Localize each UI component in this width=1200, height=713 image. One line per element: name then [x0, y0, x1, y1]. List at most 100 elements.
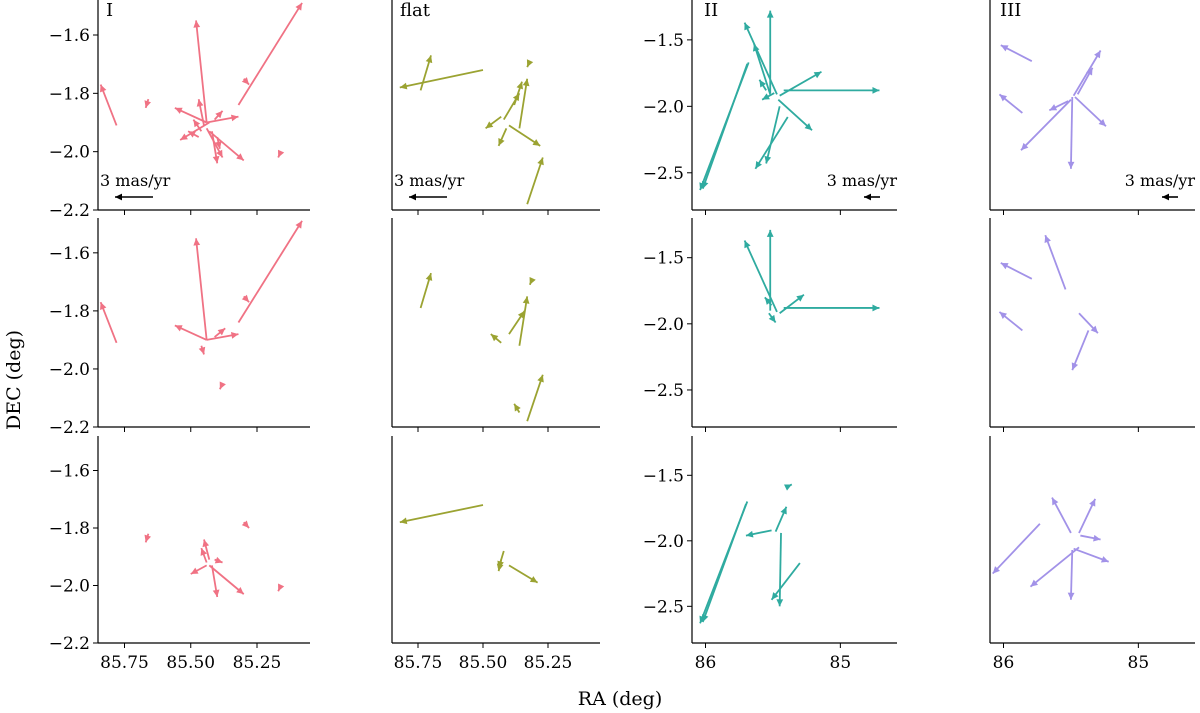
panel-1-2-vector-5: [206, 332, 239, 341]
panel-2-1-vector-2: [419, 55, 433, 91]
panel-1-2-y-tick-label: −2.0: [49, 360, 90, 380]
panel-1-1-y-tick-label: −2.2: [49, 201, 90, 221]
reference-arrow-label-2: 3 mas/yr: [394, 171, 465, 190]
panel-3-3-vector-6: [745, 529, 772, 538]
panel-3-3-y-tick-label: −1.5: [643, 466, 684, 486]
panel-4-3-vector-5: [1029, 546, 1080, 588]
panel-1-2-vector-9: [198, 345, 206, 355]
y-axis-label: DEC (deg): [3, 330, 25, 430]
panel-1-3-vector-2: [208, 564, 245, 595]
panel-4-2-vector-4: [1071, 330, 1090, 371]
panel-3-1-vector-2: [701, 63, 749, 190]
panel-1-1-vector-14: [241, 77, 250, 86]
panel-1-1-vector-17: [215, 136, 222, 149]
panel-4-1-vector-2: [998, 93, 1023, 114]
panel-1-3-vector-5: [214, 556, 223, 564]
panel-3-2-vector-5: [768, 312, 777, 324]
panel-4-2-vector-2: [998, 311, 1023, 332]
panel-1-3-vector-1: [190, 564, 208, 575]
panel-1-1-vector-11: [192, 119, 203, 132]
panel-2-3-vector-4: [496, 559, 504, 572]
panel-4-3-vector-2: [1067, 549, 1075, 600]
panel-3-1-vector-11: [761, 92, 775, 101]
panel-1-2-y-tick-label: −1.6: [49, 244, 90, 264]
column-label-3: II: [704, 0, 718, 21]
panel-4-1-vector-8: [1076, 67, 1094, 95]
panel-1-3-y-tick-label: −2.0: [49, 577, 90, 597]
panel-2-3-vector-1: [399, 504, 484, 525]
panel-4-3-x-tick-label: 85: [1128, 653, 1150, 673]
panel-3-1-y-tick-label: −2.5: [643, 164, 684, 184]
panel-1-1-vector-1: [99, 84, 118, 126]
panel-3-3-y-tick-label: −2.0: [643, 532, 684, 552]
panel-2-2-vector-6: [528, 276, 536, 286]
panel-1-1-vector-3: [193, 20, 208, 123]
panel-2-1-vector-3: [526, 157, 544, 205]
panel-3-3-vector-2: [701, 503, 747, 623]
panel-1-3-vector-3: [211, 565, 220, 598]
panel-4-2-vector-1: [1000, 262, 1033, 280]
panel-2-1-vector-1: [399, 69, 484, 90]
panel-1-1-vector-15: [277, 149, 285, 158]
panel-3-2-vector-4: [779, 294, 805, 314]
panel-1-1-vector-16: [187, 130, 200, 138]
panel-3-1-y-tick-label: −2.0: [643, 97, 684, 117]
panel-3-1-vector-7: [779, 70, 822, 97]
panel-1-2-vector-3: [193, 238, 208, 341]
reference-arrow-3: [864, 193, 880, 201]
panel-1-1-vector-4: [174, 107, 208, 124]
panel-3-3-vector-3: [770, 562, 801, 601]
panel-4-3-vector-6: [1073, 547, 1109, 563]
panel-1-2-vector-6: [241, 294, 250, 303]
panel-1-3-y-tick-label: −1.8: [49, 519, 90, 539]
panel-1-3-vector-8: [277, 583, 285, 592]
panel-4-3-vector-3: [1051, 497, 1072, 534]
panel-2-3-x-tick-label: 85.25: [524, 653, 573, 673]
panel-4-3-vector-7: [1080, 534, 1101, 542]
panel-3-3-x-tick-label: 86: [695, 653, 717, 673]
panel-3-3-vector-5: [774, 506, 788, 532]
panel-2-1-vector-9: [513, 81, 524, 106]
panel-2-3-x-tick-label: 85.75: [394, 653, 443, 673]
panel-4-1-vector-3: [1067, 97, 1075, 169]
reference-arrow-2: [409, 193, 447, 201]
panel-1-1-vector-7: [208, 130, 245, 162]
panel-1-1-vector-9: [179, 121, 210, 141]
panel-2-2-vector-3: [518, 296, 530, 346]
panel-1-2-vector-7: [219, 381, 226, 390]
panel-4-3-vector-1: [992, 523, 1041, 575]
panel-4-1-vector-6: [1074, 96, 1107, 127]
panel-3-2-vector-6: [764, 296, 773, 306]
panel-3-1-vector-5: [752, 43, 772, 95]
panel-1-3-vector-9: [202, 539, 211, 560]
panel-3-3-vector-7: [784, 483, 793, 491]
panel-4-3-vector-4: [1078, 498, 1097, 534]
panel-1-1-y-tick-label: −1.6: [49, 26, 90, 46]
panel-1-1-vector-10: [211, 131, 220, 164]
panel-2-2-vector-2: [526, 374, 544, 422]
panel-4-1-vector-4: [1020, 99, 1072, 151]
panel-1-1-vector-12: [213, 110, 224, 121]
column-label-2: flat: [400, 0, 431, 21]
panel-1-1-vector-5: [206, 114, 239, 124]
panel-3-1-vector-3: [783, 86, 880, 94]
reference-arrow-label-1: 3 mas/yr: [100, 171, 171, 190]
panel-1-3-y-tick-label: −2.2: [49, 634, 90, 654]
panel-4-1-vector-1: [1000, 44, 1033, 62]
panel-1-1-vector-13: [144, 98, 151, 109]
panel-1-2-vector-4: [174, 324, 208, 341]
panel-1-2-vector-8: [214, 327, 226, 338]
panel-2-2-vector-4: [508, 310, 526, 335]
panel-3-2-y-tick-label: −1.5: [643, 249, 684, 269]
column-label-4: III: [1000, 0, 1021, 21]
panel-4-2-vector-5: [1078, 312, 1099, 334]
panel-4-2-vector-3: [1044, 234, 1067, 290]
panel-1-2-vector-2: [237, 220, 303, 323]
panel-3-2-y-tick-label: −2.5: [643, 381, 684, 401]
panel-1-2-y-tick-label: −2.2: [49, 418, 90, 438]
panel-1-3-y-tick-label: −1.6: [49, 462, 90, 482]
panel-4-1-vector-5: [1072, 50, 1102, 97]
panel-1-1-vector-2: [237, 2, 303, 106]
panel-2-1-vector-4: [518, 78, 530, 129]
